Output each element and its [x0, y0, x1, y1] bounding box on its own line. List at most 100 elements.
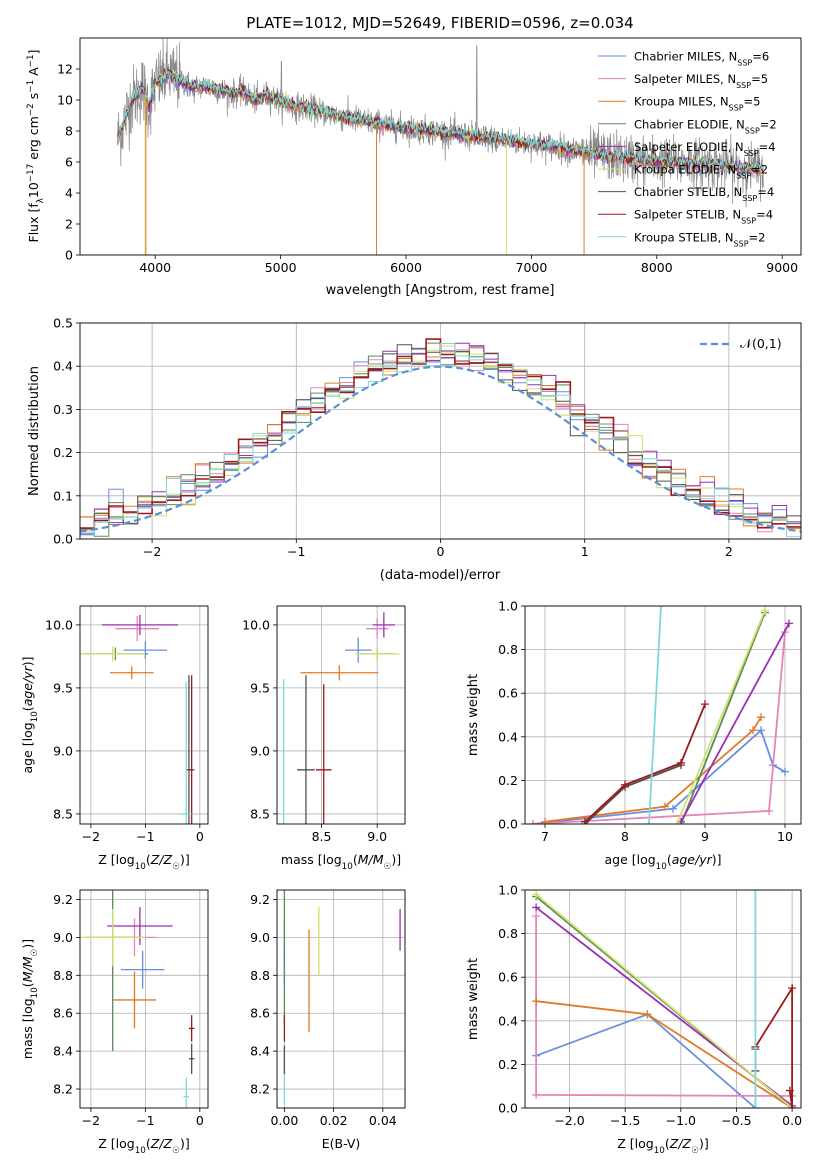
weight-marker-se [785, 619, 793, 628]
legend-label-ss: Salpeter STELIB, NSSP=4 [634, 208, 773, 226]
weight-line-sm [535, 916, 793, 1108]
axes-frame [79, 322, 802, 540]
panel-mass-vs-EBV: 0.00 0.02 0.04 8.2 8.4 8.6 8.8 9.0 9.2 E(B-V) [250, 889, 406, 1151]
legend: Chabrier MILES, NSSP=6 Salpeter MILES, NS… [598, 50, 777, 248]
plot-area [80, 614, 195, 824]
weight-marker-ke [532, 890, 541, 899]
weight-marker-km [643, 1010, 652, 1019]
legend-label-ke: Kroupa ELODIE, NSSP=2 [634, 163, 768, 181]
legend-label-se: Salpeter ELODIE, NSSP=4 [634, 140, 776, 158]
y-tick-label: 8.2 [53, 1082, 73, 1097]
weight-marker-sm [532, 1090, 541, 1099]
axes-frame [276, 889, 406, 1109]
normal-reference-curve [80, 365, 801, 533]
y-tick-label: 8.2 [250, 1082, 270, 1097]
plot-area [529, 606, 793, 824]
x-tick-label: 0 [196, 829, 204, 844]
x-tick-label: −1 [136, 829, 154, 844]
weight-marker-ss [621, 780, 629, 789]
y-tick-label: 9.0 [250, 930, 270, 945]
weight-marker-ss [788, 984, 797, 993]
y-tick-label: 8.8 [250, 968, 270, 983]
weight-line-ss [584, 703, 706, 823]
plot-area [283, 612, 400, 824]
panel-age-vs-mass: 8.5 9.0 8.5 9.0 9.5 10.0 mass [log10(M/M☉)] [242, 605, 406, 872]
y-tick-label: 8.5 [53, 806, 73, 821]
model-spectrum-ks [117, 68, 764, 173]
y-tick-label: 0.3 [53, 402, 73, 417]
y-tick-label: 0.5 [53, 316, 73, 331]
y-tick-label: 9.2 [250, 892, 270, 907]
x-tick-label: −1 [287, 544, 305, 559]
weight-marker-cm [781, 767, 789, 776]
plot-area [117, 38, 764, 255]
histogram-ks [80, 343, 801, 538]
legend-label-ce: Chabrier ELODIE, NSSP=2 [634, 117, 777, 135]
y-tick-label: 0.1 [53, 488, 73, 503]
axes-frame [79, 605, 209, 825]
axes-frame [524, 605, 802, 825]
x-tick-label: −1.0 [666, 1113, 696, 1128]
x-tick-label: 9000 [766, 260, 798, 275]
legend-label-sm: Salpeter MILES, NSSP=5 [634, 72, 768, 90]
x-tick-label: 0.04 [369, 1113, 397, 1128]
figure-title: PLATE=1012, MJD=52649, FIBERID=0596, z=0… [246, 14, 633, 32]
weight-marker-ke [761, 606, 769, 615]
x-tick-label: 7000 [516, 260, 548, 275]
y-tick-label: 0.0 [498, 817, 518, 832]
x-tick-label: −2 [82, 1113, 100, 1128]
panel-residuals: −2 −1 0 1 2 0.0 0.1 0.2 0.3 0.4 0.5 𝒩(0,1) (data-mod… [27, 316, 802, 583]
y-tick-label: 9.5 [250, 680, 270, 695]
y-tick-label: 0.0 [53, 532, 73, 547]
x-tick-label: −1 [136, 1113, 154, 1128]
weight-line-se [680, 622, 790, 823]
x-tick-label: 8.5 [312, 829, 332, 844]
x-tick-label: 6000 [390, 260, 422, 275]
weight-marker-ke [673, 820, 681, 824]
weight-line-ke [676, 610, 766, 824]
model-spectrum-ss [117, 68, 764, 174]
x-axis-label: Z [log10(Z/Z☉)] [98, 852, 189, 872]
panel-spectrum: 4000 5000 6000 7000 8000 9000 0 2 4 6 8 10 12 wavelen… [26, 37, 802, 298]
x-axis-label: wavelength [Angstrom, rest frame] [326, 283, 555, 298]
x-axis-label: mass [log10(M/M☉)] [281, 852, 401, 872]
weight-marker-cm [669, 804, 677, 813]
weight-line-ce [680, 612, 766, 824]
y-tick-label: 0.2 [53, 445, 73, 460]
x-axis-label: (data-model)/error [380, 568, 501, 583]
y-tick-label: 6 [65, 155, 73, 170]
x-tick-label: 0.00 [270, 1113, 298, 1128]
weight-marker-ss [785, 1086, 794, 1095]
y-tick-label: 10 [57, 93, 73, 108]
y-tick-label: 9.0 [53, 743, 73, 758]
y-tick-label: 8.4 [53, 1044, 73, 1059]
y-tick-label: 0.6 [498, 970, 518, 985]
weight-marker-km [757, 713, 765, 722]
x-tick-label: 9 [701, 829, 709, 844]
weight-line-sm [532, 632, 786, 824]
weight-line-cm [532, 728, 786, 824]
axes-frame [276, 605, 406, 825]
x-tick-label: −2 [143, 544, 161, 559]
x-tick-label: 0.0 [782, 1113, 802, 1128]
y-tick-label: 0.8 [498, 642, 518, 657]
x-tick-label: 4000 [139, 260, 171, 275]
legend-label-ks: Kroupa STELIB, NSSP=2 [634, 230, 765, 248]
y-tick-label: 8.6 [250, 1006, 270, 1021]
panel-weight-vs-Z: −2.0 −1.5 −1.0 −0.5 0.0 0.0 0.2 0.4 0.6 0.8 1.0 Z [… [466, 883, 802, 1157]
y-tick-label: 8.4 [250, 1044, 270, 1059]
y-axis-label: mass weight [466, 958, 481, 1040]
weight-line-cm [535, 1013, 756, 1108]
weight-marker-ks [645, 820, 653, 824]
y-tick-label: 12 [57, 62, 73, 77]
weight-line-ss [754, 984, 793, 1108]
y-axis-label: Normed distribution [27, 366, 42, 496]
y-tick-label: 0 [65, 248, 73, 263]
y-tick-label: 1.0 [498, 883, 518, 898]
x-tick-label: 0.02 [320, 1113, 348, 1128]
weight-marker-ks [751, 1104, 760, 1108]
plot-area [532, 890, 797, 1108]
x-tick-label: −2 [82, 829, 100, 844]
x-tick-label: −2.0 [554, 1113, 584, 1128]
